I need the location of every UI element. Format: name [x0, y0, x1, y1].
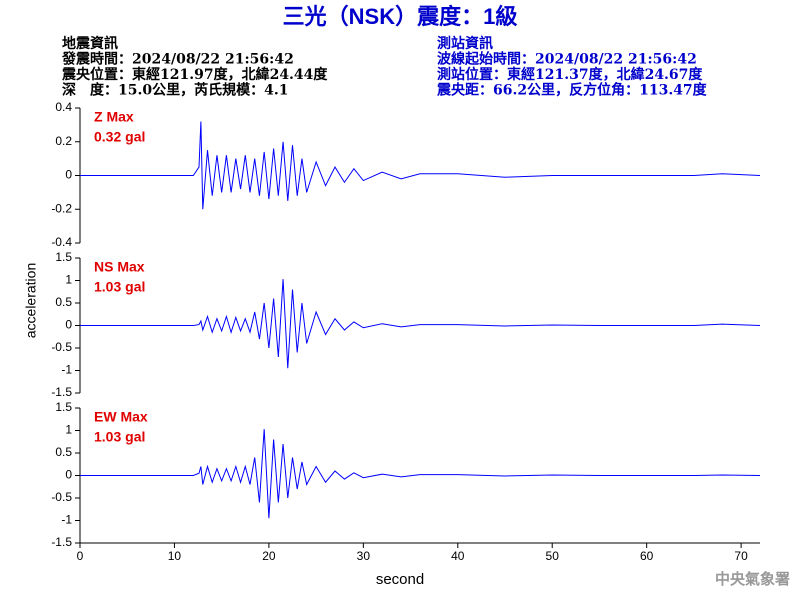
- max-annotation: Z Max: [94, 109, 134, 125]
- y-tick-label: 1.5: [55, 400, 72, 414]
- footer: 中央氣象署: [715, 570, 790, 588]
- waveform: [80, 429, 761, 519]
- x-tick-label: 60: [640, 549, 654, 563]
- max-annotation: 1.03 gal: [94, 429, 145, 445]
- info-right: 測站資訊: [437, 35, 493, 52]
- x-tick-label: 70: [734, 549, 748, 563]
- y-tick-label: -1: [61, 363, 72, 377]
- y-tick-label: -1.5: [51, 535, 72, 549]
- y-tick-label: 0: [65, 468, 72, 482]
- y-tick-label: 0: [65, 318, 72, 332]
- y-tick-label: -0.2: [51, 201, 72, 215]
- y-tick-label: 1.5: [55, 250, 72, 264]
- x-tick-label: 30: [357, 549, 371, 563]
- max-annotation: 0.32 gal: [94, 129, 145, 145]
- y-tick-label: -0.4: [51, 235, 72, 249]
- x-tick-label: 40: [451, 549, 465, 563]
- max-annotation: 1.03 gal: [94, 279, 145, 295]
- y-tick-label: 1: [65, 273, 72, 287]
- y-tick-label: -1.5: [51, 385, 72, 399]
- x-tick-label: 50: [546, 549, 560, 563]
- y-tick-label: -0.5: [51, 340, 72, 354]
- info-right: 測站位置：東經121.37度，北緯24.67度: [437, 66, 703, 83]
- y-tick-label: 0.4: [55, 100, 72, 114]
- info-left: 地震資訊: [62, 35, 118, 52]
- info-right: 波線起始時間：2024/08/22 21:56:42: [437, 51, 697, 68]
- title: 三光（NSK）震度：1級: [283, 4, 518, 29]
- info-left: 發震時間：2024/08/22 21:56:42: [61, 51, 294, 68]
- max-annotation: EW Max: [94, 409, 148, 425]
- waveform: [80, 121, 761, 210]
- y-tick-label: 1: [65, 423, 72, 437]
- x-axis-label: second: [376, 571, 424, 588]
- x-tick-label: 20: [262, 549, 276, 563]
- y-tick-label: 0: [65, 168, 72, 182]
- x-tick-label: 10: [168, 549, 182, 563]
- info-left: 深 度：15.0公里，芮氏規模：4.1: [62, 82, 288, 99]
- y-tick-label: 0.5: [55, 295, 72, 309]
- y-tick-label: -0.5: [51, 490, 72, 504]
- y-tick-label: 0.2: [55, 134, 72, 148]
- y-tick-label: 0.5: [55, 445, 72, 459]
- y-tick-label: -1: [61, 513, 72, 527]
- info-right: 震央距：66.2公里，反方位角：113.47度: [436, 82, 708, 99]
- x-tick-label: 0: [77, 549, 84, 563]
- max-annotation: NS Max: [94, 259, 145, 275]
- y-axis-label: acceleration: [23, 263, 39, 339]
- waveform: [80, 279, 761, 369]
- info-left: 震央位置：東經121.97度，北緯24.44度: [61, 66, 328, 83]
